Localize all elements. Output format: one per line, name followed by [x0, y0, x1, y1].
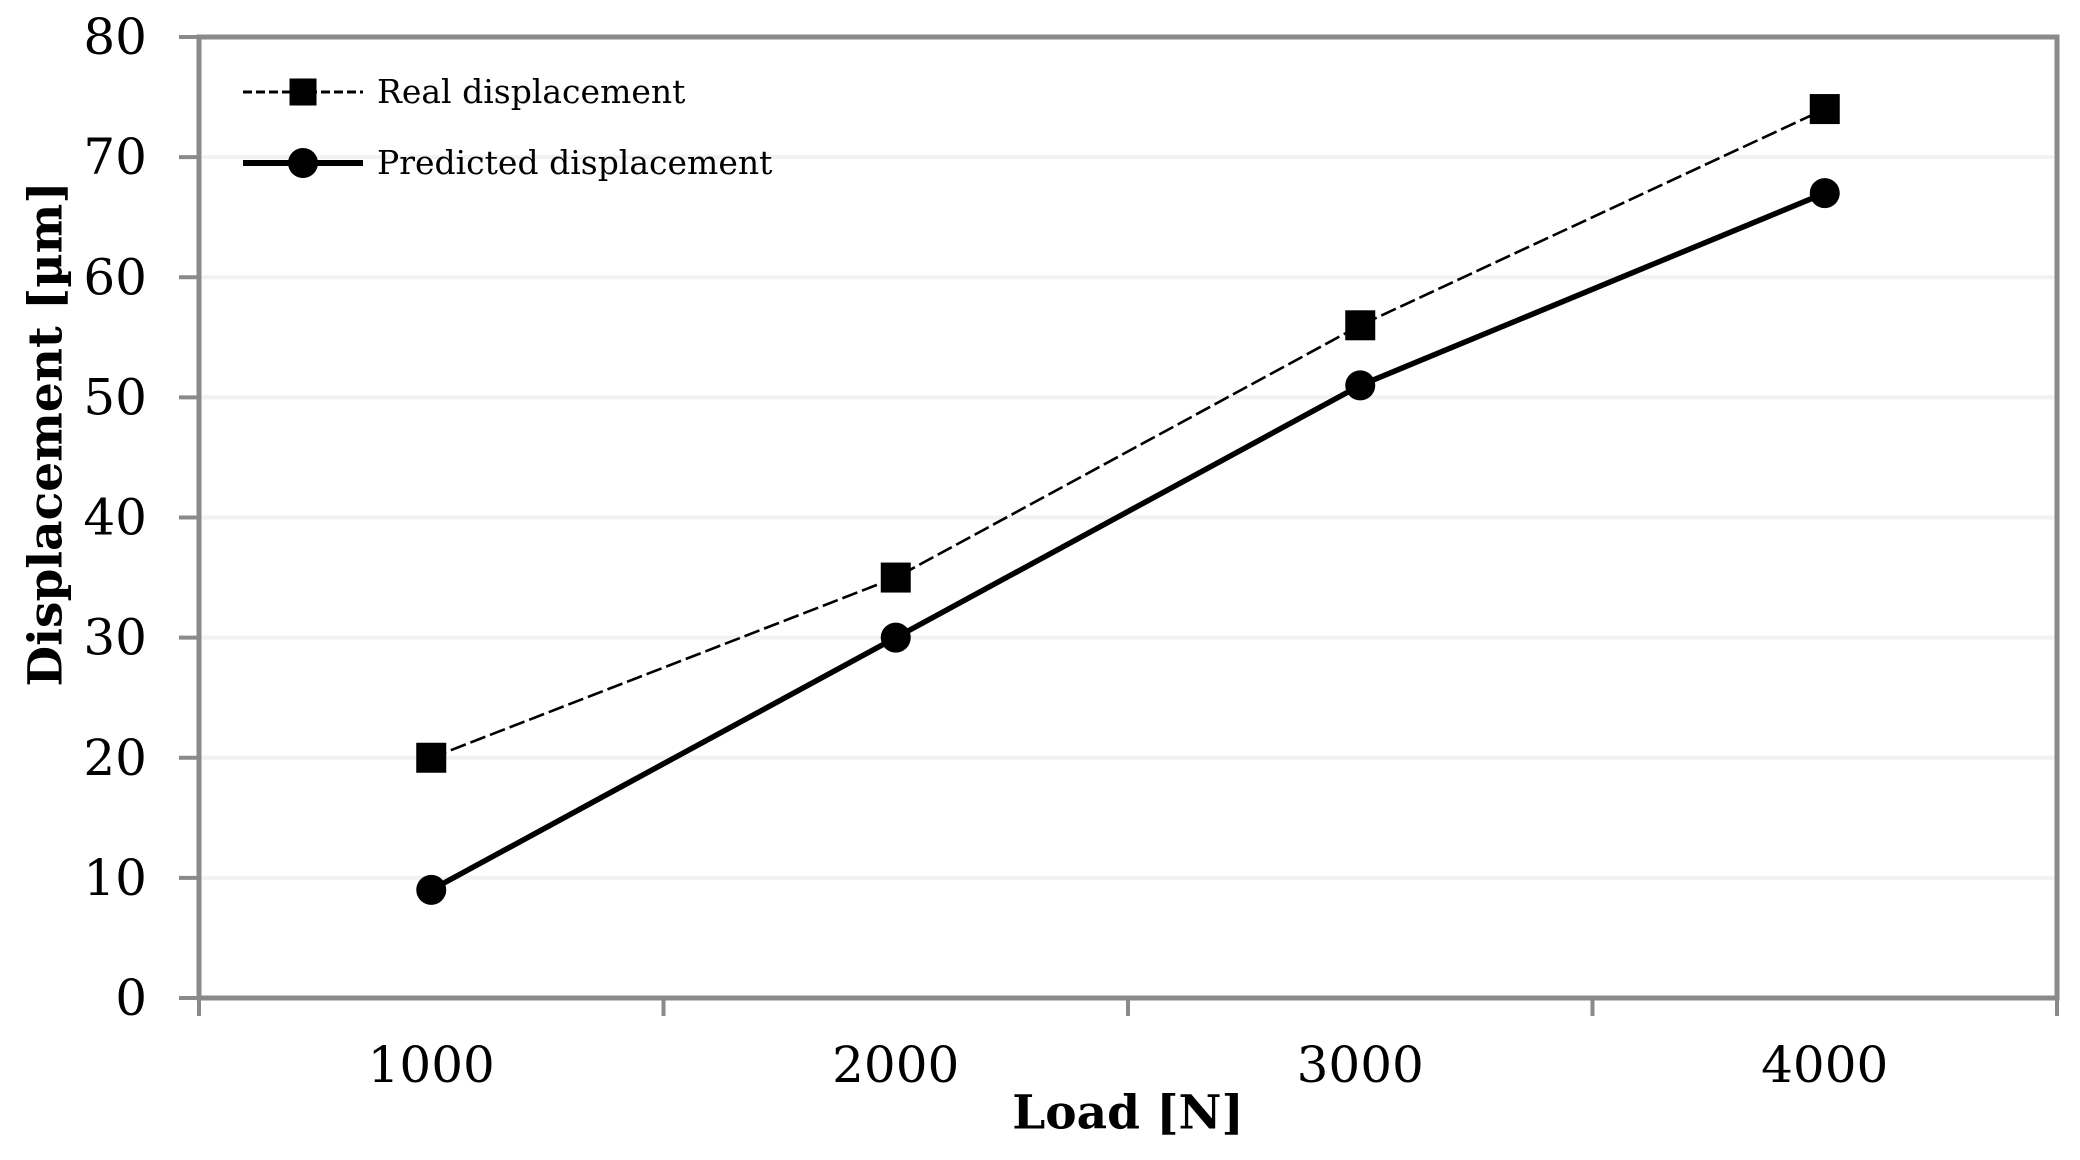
x-tick-label-2000: 2000 [832, 1036, 959, 1094]
legend: Real displacement Predicted displacement [243, 56, 772, 198]
predicted-series-swatch [243, 147, 363, 179]
x-axis-title: Load [N] [1012, 1085, 1244, 1141]
real-displacement-line [430, 107, 1826, 759]
y-tick-label-60: 60 [83, 248, 147, 306]
legend-label-predicted: Predicted displacement [377, 143, 773, 182]
axes [179, 34, 2060, 1016]
y-tick-label-50: 50 [83, 368, 147, 426]
real-displacement-point-1000 [416, 742, 447, 773]
y-tick-label-0: 0 [115, 969, 147, 1027]
gridlines [199, 155, 2057, 880]
legend-item-predicted-displacement: Predicted displacement [243, 127, 772, 198]
legend-label-real: Real displacement [377, 72, 686, 111]
predicted-displacement-point-2000 [880, 622, 911, 653]
data-series [416, 94, 1840, 905]
y-tick-label-10: 10 [83, 849, 147, 907]
square-marker-icon [289, 78, 317, 105]
y-tick-label-40: 40 [83, 489, 147, 547]
y-tick-label-70: 70 [83, 128, 147, 186]
x-tick-label-4000: 4000 [1761, 1036, 1888, 1094]
tick-labels: 0 10 20 30 40 50 60 70 80 1000 2000 3000 4000 [83, 8, 1888, 1094]
y-tick-label-20: 20 [83, 729, 147, 787]
real-series-swatch [243, 76, 363, 108]
y-tick-label-30: 30 [83, 609, 147, 667]
real-displacement-point-3000 [1345, 310, 1376, 341]
predicted-displacement-point-4000 [1809, 178, 1840, 209]
predicted-displacement-line [429, 190, 1826, 893]
real-displacement-point-4000 [1809, 94, 1840, 125]
predicted-displacement-point-3000 [1345, 370, 1376, 401]
x-tick-label-3000: 3000 [1297, 1036, 1424, 1094]
x-tick-label-1000: 1000 [368, 1036, 495, 1094]
y-tick-label-80: 80 [83, 8, 147, 66]
y-axis-title: Displacement [µm] [18, 181, 74, 687]
predicted-displacement-point-1000 [416, 874, 447, 905]
legend-item-real-displacement: Real displacement [243, 56, 772, 127]
real-displacement-point-2000 [880, 562, 911, 593]
circle-marker-icon [288, 147, 318, 178]
